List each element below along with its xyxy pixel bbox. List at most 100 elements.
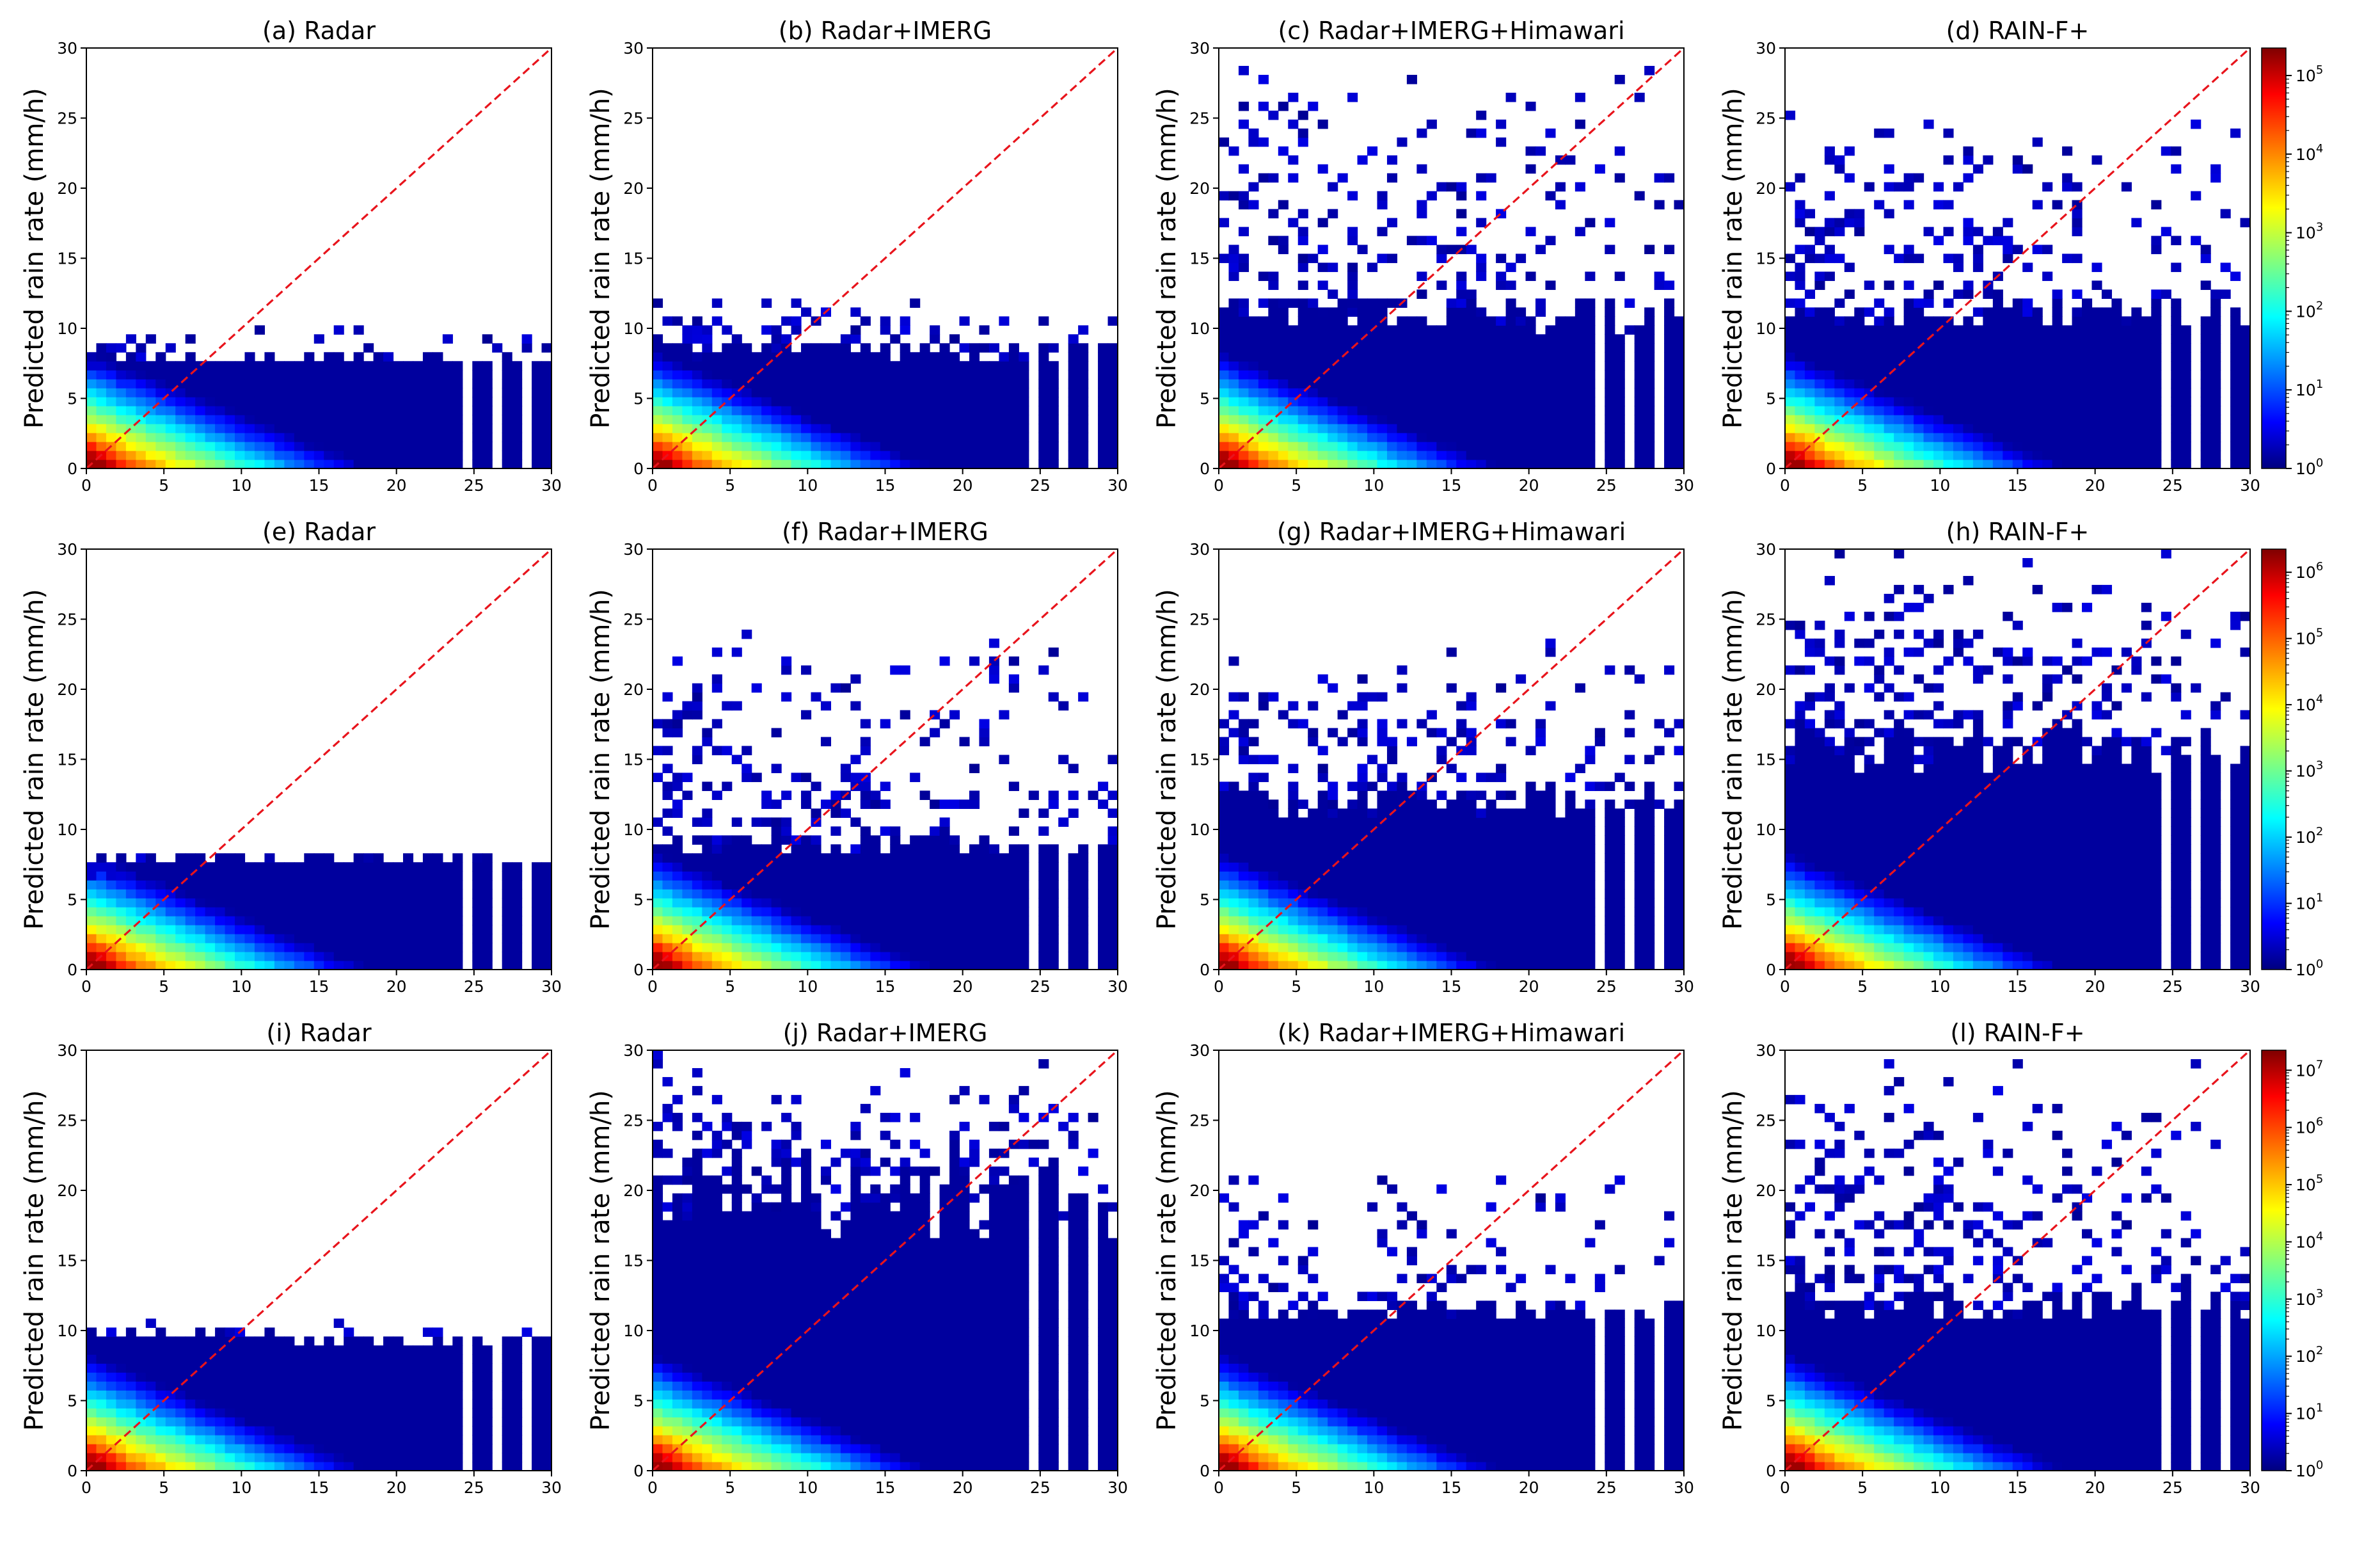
heat-cell [2141,325,2152,335]
heat-cell [2151,343,2162,353]
heat-cell [2062,379,2073,388]
heat-cell [1297,853,1308,863]
heat-cell [1824,451,1835,460]
heat-cell [702,737,713,747]
heat-cell [1894,182,1905,192]
heat-cell [1008,907,1019,916]
x-tick-label: 10 [1363,476,1384,495]
heat-cell [672,889,683,899]
heat-cell [880,943,891,952]
heat-cell [225,880,235,890]
heat-cell [2111,388,2122,397]
heat-cell [1297,826,1308,836]
heat-cell [313,370,324,380]
heat-cell [711,460,722,469]
heat-cell [1238,325,1250,335]
heat-cell [422,424,433,433]
heat-cell [165,898,176,907]
heat-cell [175,388,186,397]
heat-cell [731,952,742,961]
heat-cell [1228,433,1239,442]
heat-cell [482,961,493,970]
heat-cell [1258,334,1269,344]
heat-cell [2210,451,2221,460]
heat-cell [672,388,683,397]
heat-cell [1824,370,1835,380]
heat-cell [1903,334,1914,344]
heat-cell [2111,415,2122,424]
heat-cell [1347,934,1358,943]
heat-cell [284,889,295,899]
heat-cell [1844,262,1855,273]
heat-cell [1456,451,1467,460]
heat-cell [890,397,901,406]
heat-cell [711,952,722,961]
heat-cell [1308,370,1319,380]
heat-cell [880,799,891,809]
heat-cell [1308,406,1319,415]
heat-cell [1317,746,1328,756]
heat-cell [215,442,226,451]
heat-cell [1505,451,1516,460]
heat-cell [930,826,940,836]
heat-cell [1795,433,1805,442]
heat-cell [880,719,891,729]
heat-cell [1914,397,1924,406]
heat-cell [702,361,713,371]
heat-cell [939,853,950,863]
heat-cell [1505,325,1516,335]
heat-cell [1258,433,1269,442]
heat-cell [195,460,206,469]
heat-cell [1337,907,1348,916]
heat-cell [1078,352,1089,362]
heat-cell [373,880,384,890]
heat-cell [304,370,315,380]
heat-cell [1228,298,1239,308]
heat-cell [205,406,216,415]
heat-cell [1505,415,1516,424]
heat-cell [1268,352,1279,362]
heat-cell [2003,460,2013,469]
heat-cell [175,406,186,415]
heat-cell [264,424,275,433]
heat-cell [195,889,206,899]
heat-cell [1436,379,1447,388]
heat-cell [304,442,315,451]
heat-cell [2180,397,2191,406]
heat-cell [1456,307,1467,317]
heat-cell [1048,460,1059,469]
heat-cell [1864,182,1875,192]
heat-cell [1624,325,1635,335]
heat-cell [1238,352,1250,362]
heat-cell [1864,280,1875,291]
heat-cell [324,961,335,970]
heat-cell [1386,379,1398,388]
heat-cell [1834,164,1845,174]
heat-cell [979,907,990,916]
heat-cell [1068,808,1079,818]
heat-cell [472,415,483,424]
heat-cell [344,361,354,371]
heat-cell [1496,271,1507,282]
heat-cell [2200,460,2211,469]
heat-cell [1804,352,1816,362]
heat-cell [1894,451,1905,460]
heat-cell [2131,361,2142,371]
heat-cell [422,442,433,451]
heat-cell [2200,280,2211,291]
heat-cell [1268,209,1279,219]
heat-cell [1972,307,1983,317]
heat-cell [215,862,226,872]
heat-cell [472,442,483,451]
heat-cell [175,424,186,433]
heat-cell [2062,146,2073,156]
heat-cell [185,361,196,371]
heat-cell [860,898,871,907]
heat-cell [1258,916,1269,925]
heat-cell [482,952,493,961]
heat-cell [294,460,305,469]
heat-cell [373,889,384,899]
heat-cell [1367,370,1378,380]
heat-cell [413,451,424,460]
heat-cell [1278,298,1289,308]
